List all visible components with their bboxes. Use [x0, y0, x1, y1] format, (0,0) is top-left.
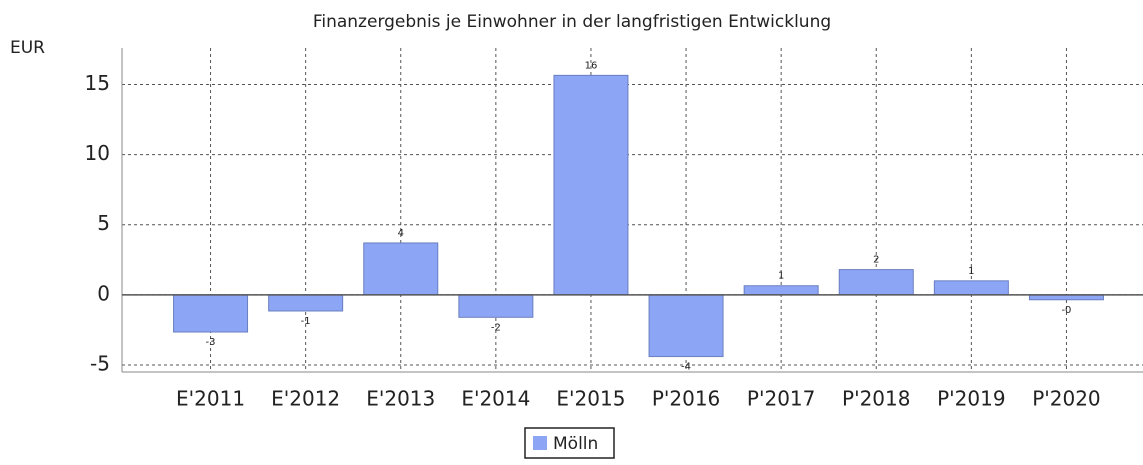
x-tick-label: E'2012 — [271, 387, 340, 411]
value-label: -1 — [301, 316, 311, 327]
bar — [553, 74, 629, 296]
bar — [743, 285, 819, 296]
value-label: -3 — [206, 337, 216, 348]
y-tick-label: 0 — [97, 281, 110, 305]
y-tick-label: -5 — [90, 351, 110, 375]
x-tick-label: E'2013 — [366, 387, 435, 411]
y-axis-label: EUR — [10, 38, 45, 58]
value-label: 2 — [873, 255, 879, 266]
x-tick-label: E'2015 — [556, 387, 625, 411]
legend-swatch — [533, 436, 547, 450]
value-label: -4 — [681, 362, 691, 373]
bar — [268, 294, 344, 312]
value-label: -2 — [491, 322, 501, 333]
value-label: 1 — [968, 266, 974, 277]
value-label: -0 — [1061, 305, 1071, 316]
y-tick-label: 10 — [85, 141, 110, 165]
bar — [458, 294, 534, 318]
bar — [363, 242, 439, 296]
x-tick-label: E'2014 — [461, 387, 530, 411]
value-label: 4 — [398, 228, 404, 239]
value-label: 1 — [778, 271, 784, 282]
y-tick-label: 15 — [85, 71, 110, 95]
x-tick-label: P'2020 — [1032, 387, 1100, 411]
y-tick-label: 5 — [97, 211, 110, 235]
bar — [173, 294, 249, 333]
bar — [648, 294, 724, 358]
x-tick-label: P'2017 — [747, 387, 815, 411]
bar — [838, 269, 914, 296]
x-tick-label: P'2019 — [937, 387, 1005, 411]
value-label: 16 — [585, 60, 598, 71]
x-tick-label: P'2018 — [842, 387, 910, 411]
bar — [933, 280, 1009, 296]
x-tick-label: E'2011 — [176, 387, 245, 411]
legend-label: Mölln — [553, 434, 598, 454]
x-tick-label: P'2016 — [652, 387, 720, 411]
chart-title: Finanzergebnis je Einwohner in der langf… — [313, 12, 831, 32]
